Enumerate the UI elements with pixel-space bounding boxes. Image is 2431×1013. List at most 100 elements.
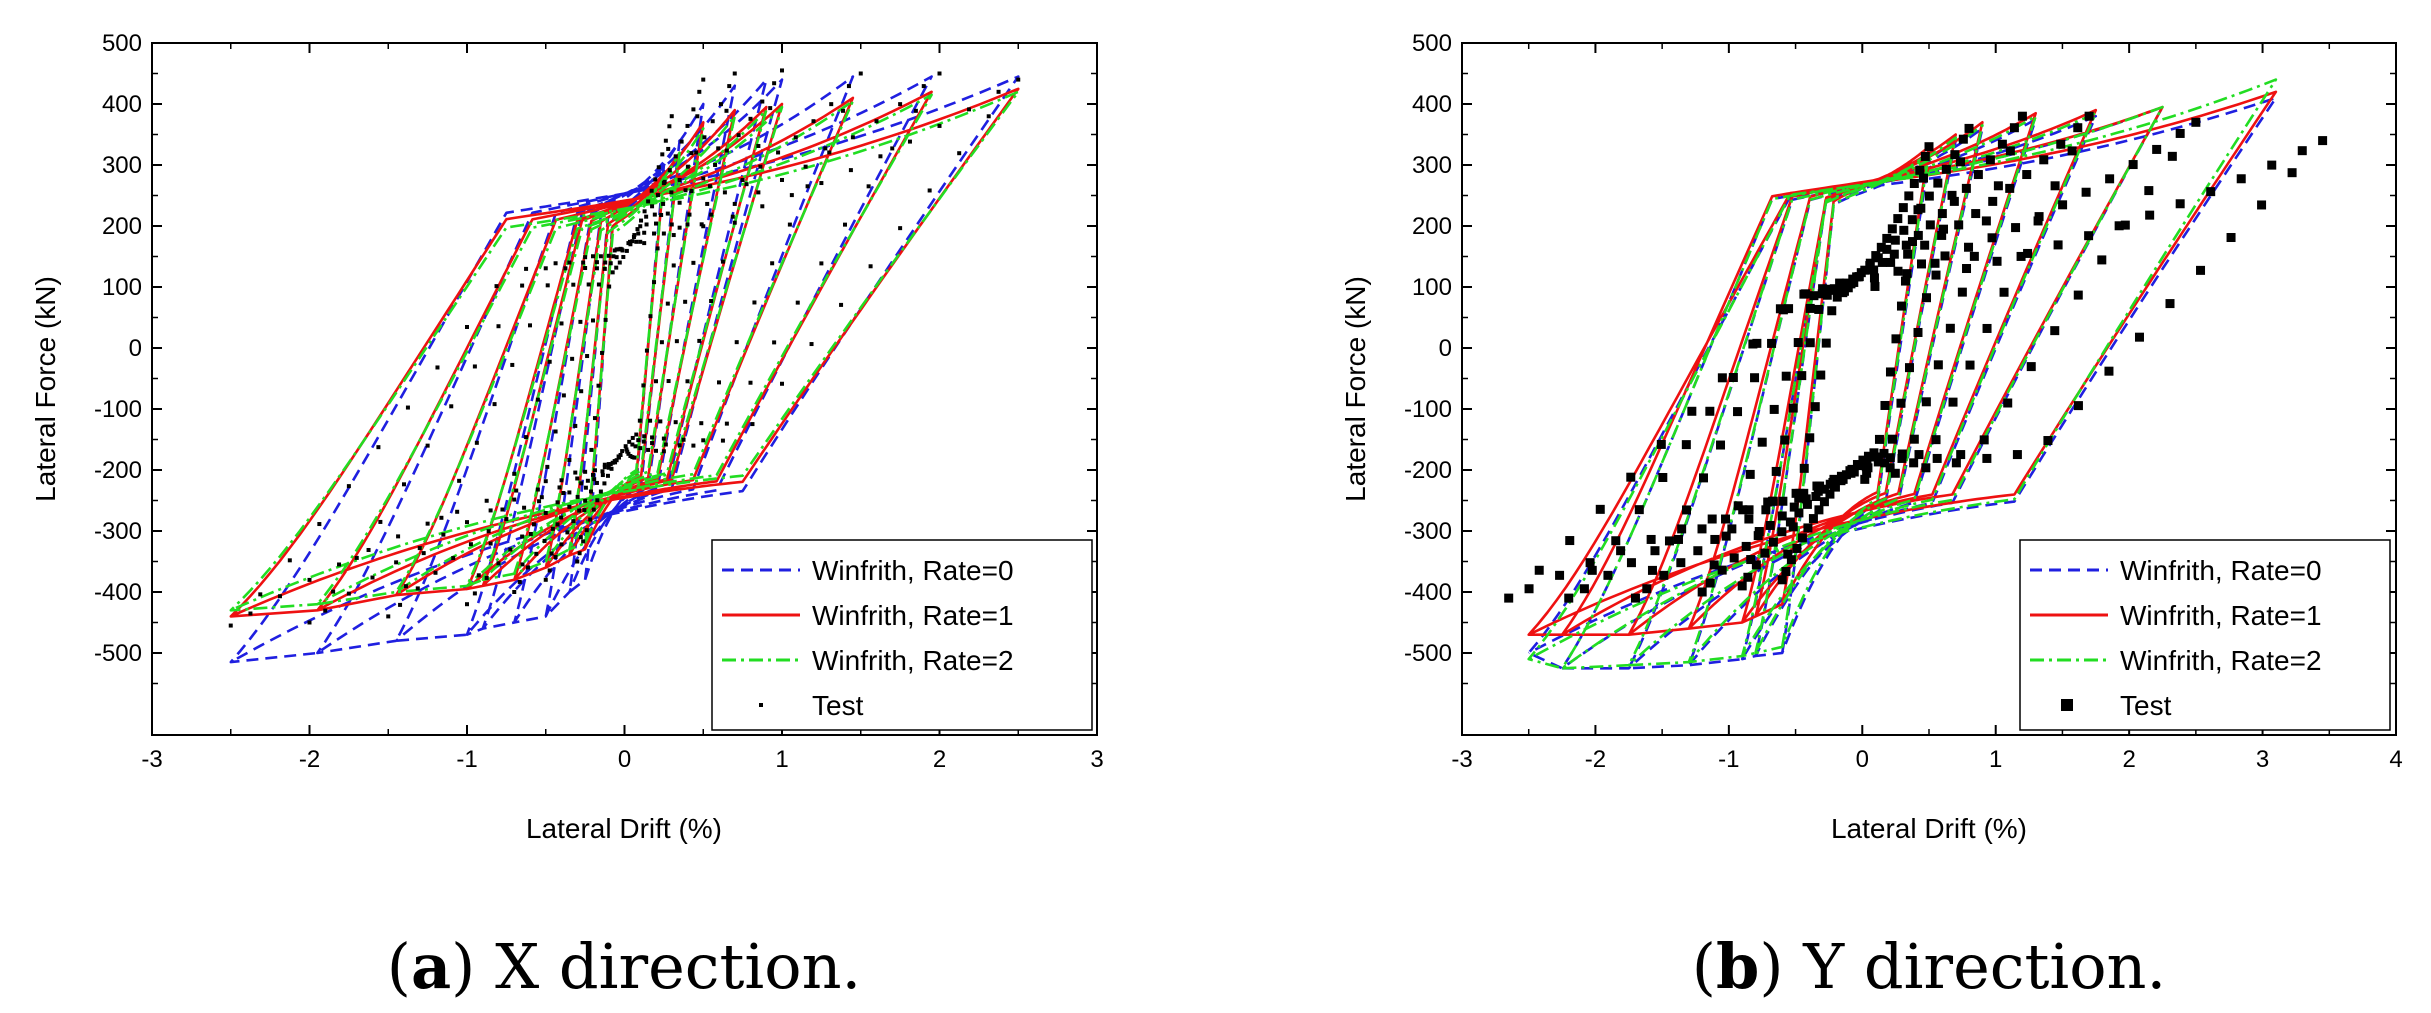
series-test-a-point — [736, 133, 741, 138]
series-test-b-point — [1716, 440, 1726, 450]
series-test-b-point — [1811, 491, 1821, 501]
series-test-b-point — [1954, 220, 1964, 230]
series-test-b-point — [1616, 546, 1626, 556]
series-test-b-point — [1853, 461, 1863, 471]
series-test-b-point — [1907, 215, 1917, 225]
series-test-a-point — [691, 260, 696, 265]
series-test-a-point — [547, 359, 552, 364]
series-test-a-point — [671, 233, 676, 238]
series-test-b-point — [1913, 230, 1923, 240]
series-test-b-point — [1829, 284, 1839, 294]
series-test-a-point — [648, 314, 653, 319]
series-test-b-point — [1760, 548, 1770, 558]
series-test-b-point — [1757, 437, 1767, 447]
series-test-a-point — [522, 505, 527, 510]
x-axis-label-b: Lateral Drift (%) — [1831, 813, 2027, 844]
y-tick-label-b: -500 — [1404, 640, 1452, 667]
series-test-a-point — [625, 449, 630, 454]
series-test-a-point — [685, 379, 690, 384]
series-test-a-point — [829, 102, 834, 107]
series-test-a-point — [535, 487, 540, 492]
series-test-b-point — [1885, 463, 1895, 473]
series-test-b-point — [1880, 400, 1890, 410]
series-test-a-point — [612, 248, 617, 253]
legend-label-rate0-a: Winfrith, Rate=0 — [812, 555, 1014, 586]
series-a — [228, 68, 1021, 664]
series-test-b-point — [1744, 514, 1754, 524]
series-test-a-point — [727, 84, 732, 89]
series-test-a-point — [583, 255, 588, 260]
series-test-a-point — [805, 184, 810, 189]
series-test-a-point — [760, 204, 765, 209]
series-test-b-point — [1748, 339, 1758, 349]
series-test-b-point — [1950, 150, 1960, 160]
series-test-b-point — [1827, 306, 1837, 316]
series-test-a-point — [650, 435, 655, 440]
series-test-b-point — [2012, 450, 2022, 460]
series-test-b-point — [1659, 570, 1669, 580]
series-test-a-point — [776, 150, 781, 155]
series-test-a-point — [346, 484, 351, 489]
series-test-b-point — [1916, 203, 1926, 213]
series-test-b-point — [1887, 224, 1897, 234]
series-test-a-point — [621, 254, 626, 259]
series-test-b-point — [1993, 181, 2003, 191]
series-test-a-point — [591, 318, 595, 323]
series-test-b-point — [1794, 493, 1804, 503]
series-test-b-point — [1819, 484, 1829, 494]
series-test-a-point — [638, 224, 643, 229]
series-test-a-point — [699, 421, 704, 426]
legend-label-rate2-a: Winfrith, Rate=2 — [812, 645, 1014, 676]
series-test-a-point — [549, 551, 554, 556]
series-test-b-point — [1982, 323, 1992, 333]
series-test-b-point — [1903, 249, 1913, 259]
series-test-b-point — [1961, 183, 1971, 193]
series-test-a-point — [488, 508, 493, 513]
series-test-a-point — [500, 507, 505, 512]
series-test-a-point — [602, 266, 607, 271]
series-test-a-point — [528, 531, 533, 536]
series-test-b-point — [1860, 474, 1870, 484]
series-test-b-point — [1751, 560, 1761, 570]
series-test-a-point — [591, 472, 595, 477]
series-test-b-point — [1873, 253, 1883, 263]
series-test-b-point — [1930, 258, 1940, 268]
series-test-a-point — [649, 188, 654, 193]
chart-a: -3 -2 -1 0 1 2 3 -500 -400 -300 -200 -100 0 100 200 300… — [30, 30, 1104, 1003]
series-test-a-point — [403, 584, 408, 589]
series-test-a-point — [679, 139, 684, 144]
series-test-a-point — [652, 280, 657, 285]
series-test-a-point — [553, 429, 558, 434]
series-test-a-point — [370, 575, 375, 580]
series-test-a-point — [656, 165, 661, 170]
series-test-b-point — [1900, 276, 1910, 286]
series-test-b-point — [1707, 514, 1717, 524]
series-test-b-point — [1904, 191, 1914, 201]
series-test-b-point — [1897, 453, 1907, 463]
series-test-a-point — [594, 260, 599, 265]
series-test-b-point — [2053, 240, 2063, 250]
series-test-b-point — [1882, 233, 1892, 243]
series-test-b-point — [1924, 191, 1934, 201]
series-test-b-point — [1916, 259, 1926, 269]
series-test-b-point — [1728, 373, 1738, 383]
x-tick-label-b: 3 — [2256, 746, 2269, 773]
series-test-a-point — [517, 579, 522, 584]
series-test-b-point — [1985, 155, 1995, 165]
series-test-a-point — [927, 188, 932, 193]
series-test-a-point — [713, 162, 718, 167]
series-test-a-point — [610, 270, 615, 275]
series-test-a-point — [677, 200, 682, 205]
series-test-a-point — [583, 498, 588, 503]
series-test-b-point — [1907, 237, 1917, 247]
series-test-a-point — [787, 222, 792, 227]
series-test-b-point — [1835, 278, 1845, 288]
series-test-a-point — [633, 444, 638, 449]
y-tick-label-b: 0 — [1439, 335, 1452, 362]
series-test-a-point — [701, 438, 706, 443]
legend-box-b — [2019, 539, 2391, 731]
series-test-a-point — [858, 71, 863, 76]
series-test-b-point — [1793, 338, 1803, 348]
series-test-a-point — [543, 577, 548, 582]
series-test-b-point — [1925, 220, 1935, 230]
